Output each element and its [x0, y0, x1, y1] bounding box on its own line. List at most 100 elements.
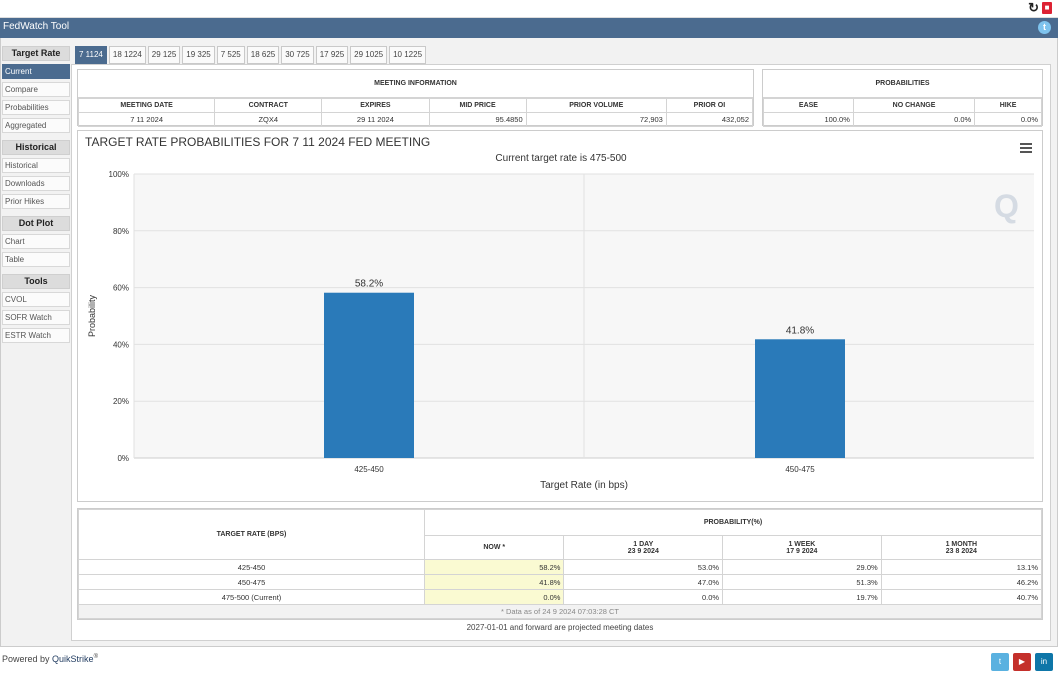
table-row: 425-450 58.2% 53.0% 29.0% 13.1%	[78, 559, 1043, 575]
table-row: 450-475 41.8% 47.0% 51.3% 46.2%	[78, 574, 1043, 590]
sidebar-item[interactable]: Prior Hikes	[2, 194, 70, 209]
period-label: NOW *	[483, 544, 506, 551]
sidebar-item[interactable]: Aggregated	[2, 118, 70, 133]
hamburger-menu-icon[interactable]	[1020, 143, 1032, 153]
probability-header: EASE	[763, 98, 854, 113]
period-header: 1 MONTH 23 8 2024	[880, 535, 1043, 560]
probability-value: 0.0%	[852, 112, 976, 127]
probability-cell: 0.0%	[423, 589, 565, 605]
probability-header: HIKE	[974, 98, 1042, 113]
meeting-info-value: 432,052	[665, 112, 754, 127]
probability-cell: 46.2%	[880, 574, 1043, 590]
chart-panel: TARGET RATE PROBABILITIES FOR 7 11 2024 …	[77, 130, 1043, 502]
meeting-info-header: PRIOR OI	[665, 98, 754, 113]
probability-cell: 19.7%	[722, 589, 882, 605]
sidebar-item[interactable]: CVOL	[2, 292, 70, 307]
x-tick-label: 425-450	[354, 465, 384, 474]
meeting-info-box: MEETING INFORMATION MEETING DATE CONTRACT…	[77, 69, 754, 127]
powered-by: Powered by QuikStrike®	[2, 654, 98, 664]
probability-table: TARGET RATE (BPS) PROBABILITY(%) NOW * 1 DA…	[78, 509, 1043, 619]
y-tick-label: 0%	[117, 454, 129, 463]
sidebar-item[interactable]: Historical	[2, 158, 70, 173]
target-rate-cell: 450-475	[78, 574, 425, 590]
quikstrike-watermark-icon: Q	[994, 188, 1019, 224]
probability-cell: 29.0%	[722, 559, 882, 575]
sidebar-item[interactable]: Compare	[2, 82, 70, 97]
sidebar-item[interactable]: Chart	[2, 234, 70, 249]
sidebar-item[interactable]: Probabilities	[2, 100, 70, 115]
chart-subtitle: Current target rate is 475-500	[495, 153, 627, 164]
period-label: 1 WEEK	[788, 540, 816, 548]
meeting-tab[interactable]: 29 125	[147, 46, 181, 64]
sidebar-header: Dot Plot	[2, 216, 70, 231]
meeting-info-header: CONTRACT	[214, 98, 323, 113]
sidebar-item[interactable]: Table	[2, 252, 70, 267]
sidebar-item[interactable]: SOFR Watch	[2, 310, 70, 325]
probability-cell: 47.0%	[563, 574, 724, 590]
twitter-icon[interactable]: t	[991, 653, 1009, 671]
probability-cell: 0.0%	[563, 589, 724, 605]
probability-cell: 13.1%	[880, 559, 1043, 575]
probability-header: NO CHANGE	[852, 98, 976, 113]
powered-by-label: Powered by	[2, 654, 50, 664]
sidebar-header: Historical	[2, 140, 70, 155]
meeting-info-value: ZQX4	[214, 112, 323, 127]
popout-icon[interactable]: ■	[1042, 2, 1052, 14]
chart-title: TARGET RATE PROBABILITIES FOR 7 11 2024 …	[85, 135, 431, 149]
meeting-info-header: MID PRICE	[428, 98, 527, 113]
y-tick-label: 60%	[113, 284, 129, 293]
meeting-info-header: EXPIRES	[321, 98, 430, 113]
meeting-tab[interactable]: 7 525	[216, 46, 245, 64]
meeting-info-header: MEETING DATE	[77, 98, 216, 113]
meeting-tab[interactable]: 18 1224	[108, 46, 146, 64]
sidebar-item[interactable]: Downloads	[2, 176, 70, 191]
sidebar-header: Target Rate	[2, 46, 70, 61]
target-rate-header: TARGET RATE (BPS)	[78, 509, 425, 560]
linkedin-icon[interactable]: in	[1035, 653, 1053, 671]
period-label: 1 MONTH	[945, 540, 978, 548]
meeting-tab[interactable]: 7 1124	[75, 46, 107, 64]
period-date: 23 8 2024	[945, 547, 977, 555]
reload-icon[interactable]: ↻	[1028, 0, 1039, 15]
meeting-tab[interactable]: 19 325	[182, 46, 215, 64]
social-links: t ▶ in	[991, 653, 1053, 671]
app-title: FedWatch Tool	[3, 21, 70, 32]
y-axis-label: Probability	[87, 294, 97, 337]
brand-link[interactable]: QuikStrike	[52, 654, 94, 664]
meeting-info-header: PRIOR VOLUME	[525, 98, 667, 113]
meeting-tab[interactable]: 29 1025	[350, 46, 388, 64]
twitter-icon[interactable]: t	[1038, 21, 1051, 34]
bar	[755, 339, 845, 458]
meeting-info-value: 95.4850	[428, 112, 527, 127]
youtube-icon[interactable]: ▶	[1013, 653, 1031, 671]
probability-cell: 40.7%	[880, 589, 1043, 605]
period-header: 1 DAY 23 9 2024	[563, 535, 724, 560]
registered-mark: ®	[93, 654, 98, 660]
meeting-tabs: 7 1124 18 1224 29 125 19 325 7 525 18 625 30 7…	[75, 46, 427, 64]
probability-cell: 51.3%	[722, 574, 882, 590]
probabilities-title: PROBABILITIES	[763, 70, 1042, 98]
y-tick-label: 100%	[109, 170, 129, 179]
x-axis-label: Target Rate (in bps)	[540, 480, 628, 491]
period-label: 1 DAY	[633, 540, 654, 548]
sidebar-item[interactable]: ESTR Watch	[2, 328, 70, 343]
sidebar-item[interactable]: Current	[2, 64, 70, 79]
meeting-info-title: MEETING INFORMATION	[78, 70, 753, 98]
bar-chart: 0% 20% 40% 60% 80% 100% 58.2% 425-450 41.8% 450-4…	[87, 170, 1034, 491]
meeting-tab[interactable]: 30 725	[281, 46, 314, 64]
meeting-tab[interactable]: 10 1225	[389, 46, 427, 64]
footer: Powered by QuikStrike® t ▶ in	[0, 646, 1058, 677]
bar-data-label: 58.2%	[355, 279, 383, 290]
meeting-tab[interactable]: 17 925	[315, 46, 349, 64]
meeting-tab[interactable]: 18 625	[246, 46, 280, 64]
meeting-info-value: 29 11 2024	[321, 112, 430, 127]
target-rate-cell: 425-450	[78, 559, 425, 575]
period-header: 1 WEEK 17 9 2024	[722, 535, 882, 560]
probability-value: 0.0%	[974, 112, 1042, 127]
y-tick-label: 20%	[113, 397, 129, 406]
period-date: 17 9 2024	[786, 547, 818, 555]
probability-cell: 58.2%	[423, 559, 565, 575]
period-header: NOW *	[423, 535, 565, 560]
sidebar: Target Rate Current Compare Probabilities Ag…	[0, 46, 72, 346]
table-row: 475-500 (Current) 0.0% 0.0% 19.7% 40.7%	[78, 589, 1043, 605]
